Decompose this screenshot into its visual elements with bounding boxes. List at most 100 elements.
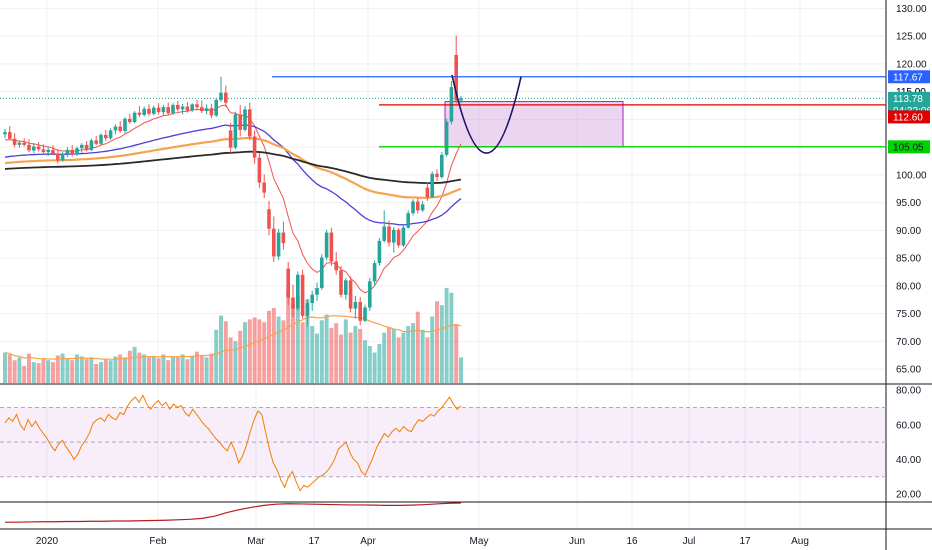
target-zone-box (444, 101, 624, 148)
candle (449, 81, 454, 125)
candle (132, 111, 137, 124)
candle (209, 103, 214, 119)
candle (324, 229, 329, 261)
price-tick-label: 80.00 (896, 281, 921, 292)
volume-bar (195, 351, 199, 383)
volume-bar (55, 355, 60, 383)
volume-bar (60, 353, 65, 383)
rsi-tick-label: 60.00 (896, 420, 921, 431)
candle (411, 199, 415, 216)
candle (22, 138, 26, 147)
candle (113, 124, 118, 135)
candle (420, 200, 425, 213)
candle (252, 130, 257, 164)
time-axis[interactable]: 2020 Feb Mar 17 Apr May Jun 16 Jul 17 Aug (36, 536, 809, 547)
candle (358, 296, 362, 326)
candle (80, 143, 84, 153)
indicator-line (5, 502, 462, 523)
volume-bar (382, 332, 387, 383)
candle (84, 140, 89, 152)
volume-series (3, 288, 463, 383)
candle (440, 152, 444, 179)
volume-bar (156, 358, 161, 383)
candle (392, 227, 396, 253)
volume-bar (286, 289, 291, 383)
price-badge: 117.67 (888, 70, 930, 84)
volume-bar (99, 362, 103, 383)
candle (17, 140, 22, 148)
volume-bar (51, 362, 55, 383)
volume-bar (281, 320, 286, 383)
volume-bar (142, 354, 147, 383)
candle (315, 282, 319, 301)
candle (200, 100, 204, 114)
rsi-tick-label: 80.00 (896, 386, 921, 397)
time-tick-label: Apr (360, 536, 376, 547)
candle (60, 152, 65, 162)
price-tick-label: 75.00 (896, 309, 921, 320)
volume-bar (118, 354, 123, 383)
volume-bar (108, 360, 113, 383)
candle (267, 200, 271, 236)
volume-bar (358, 328, 363, 383)
volume-bar (147, 357, 151, 383)
volume-bar (348, 332, 353, 383)
volume-bar (151, 356, 156, 383)
volume-bar (199, 355, 204, 383)
price-badge: 113.78 (888, 91, 930, 105)
candle (75, 146, 79, 156)
candle (94, 135, 98, 146)
candle (204, 104, 209, 115)
volume-bar (377, 344, 382, 383)
candle (108, 128, 113, 140)
candle (305, 299, 310, 327)
volume-bar (319, 320, 324, 383)
volume-bar (291, 304, 295, 383)
moving-averages (4, 104, 462, 294)
candle (156, 103, 161, 115)
volume-bar (46, 360, 51, 383)
ma-mid-line (4, 124, 462, 226)
candle (137, 106, 142, 118)
volume-bar (454, 324, 459, 383)
volume-bar (31, 362, 36, 383)
time-tick-label: 17 (308, 536, 320, 547)
time-tick-label: Feb (149, 536, 167, 547)
candle (257, 152, 262, 189)
candle (272, 216, 276, 262)
price-tick-label: 130.00 (896, 4, 927, 15)
candle (99, 133, 103, 145)
volume-bar (103, 359, 108, 383)
volume-bar (343, 319, 348, 383)
volume-bar (324, 314, 329, 383)
svg-text:105.05: 105.05 (893, 142, 924, 153)
volume-bar (396, 337, 401, 383)
candle (459, 96, 463, 104)
candle (147, 104, 151, 117)
time-tick-label: Jul (683, 536, 696, 547)
volume-bar (444, 288, 449, 383)
price-badge: 112.60 (888, 110, 930, 124)
svg-text:113.78: 113.78 (893, 94, 923, 105)
volume-bar (391, 328, 396, 383)
volume-bar (243, 322, 247, 383)
candle (444, 118, 449, 157)
volume-bar (84, 359, 89, 383)
ma-fast-line (4, 104, 462, 294)
candle (248, 102, 252, 141)
candle-series (3, 35, 463, 327)
candle (238, 104, 242, 137)
volume-bar (353, 326, 358, 383)
volume-bar (247, 319, 252, 383)
volume-bar (12, 360, 17, 383)
price-tick-label: 125.00 (896, 32, 927, 43)
candle (296, 271, 300, 311)
volume-bar (127, 350, 132, 383)
volume-bar (204, 357, 209, 383)
candle (152, 105, 156, 116)
volume-bar (166, 360, 171, 383)
volume-bar (425, 337, 430, 383)
